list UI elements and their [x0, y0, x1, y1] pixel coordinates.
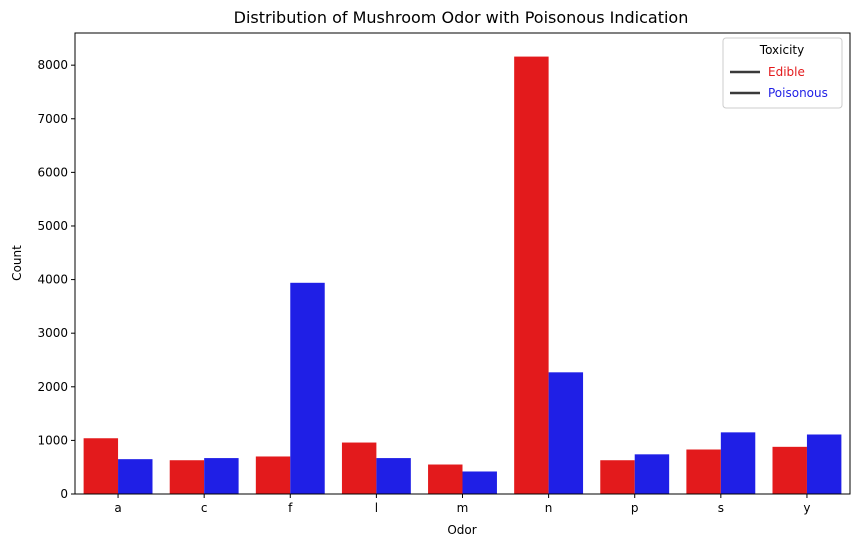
y-tick-label: 4000 [37, 273, 68, 287]
bar-edible-y [772, 446, 807, 494]
bar-poisonous-f [290, 282, 325, 494]
bar-poisonous-p [634, 454, 670, 494]
x-tick-label: y [803, 501, 810, 515]
bar-edible-c [169, 460, 205, 494]
bar-poisonous-c [204, 458, 239, 494]
bar-poisonous-n [548, 372, 584, 494]
y-axis-label: Count [10, 245, 24, 281]
bar-poisonous-s [720, 432, 756, 494]
y-tick-label: 8000 [37, 58, 68, 72]
bar-edible-f [255, 456, 291, 494]
bar-poisonous-y [806, 434, 842, 494]
legend-title: Toxicity [759, 43, 804, 57]
bar-poisonous-m [462, 471, 497, 494]
bar-edible-l [341, 442, 377, 494]
x-tick-label: f [288, 501, 293, 515]
x-tick-label: s [718, 501, 724, 515]
legend-label-poisonous: Poisonous [768, 86, 828, 100]
y-axis: 0 1000 2000 3000 4000 5000 6000 7000 8000 [37, 58, 75, 501]
bar-edible-p [600, 460, 635, 494]
x-tick-label: c [201, 501, 208, 515]
x-axis-label: Odor [447, 523, 476, 537]
chart-title: Distribution of Mushroom Odor with Poiso… [234, 8, 689, 27]
bar-poisonous-a [118, 459, 153, 494]
bars-group [83, 56, 842, 494]
bar-poisonous-l [376, 458, 411, 494]
x-tick-label: l [375, 501, 378, 515]
legend-box [722, 37, 843, 109]
x-tick-label: a [114, 501, 121, 515]
y-tick-label: 1000 [37, 433, 68, 447]
x-tick-label: p [631, 501, 639, 515]
y-tick-label: 6000 [37, 165, 68, 179]
x-tick-label: m [457, 501, 469, 515]
y-tick-label: 0 [60, 487, 68, 501]
y-tick-label: 3000 [37, 326, 68, 340]
legend: Toxicity Edible Poisonous [722, 37, 843, 109]
bar-edible-a [83, 438, 119, 494]
x-tick-label: n [545, 501, 553, 515]
y-tick-label: 2000 [37, 380, 68, 394]
bar-edible-s [686, 449, 721, 494]
y-tick-label: 7000 [37, 112, 68, 126]
legend-label-edible: Edible [768, 65, 805, 79]
bar-edible-m [428, 464, 463, 494]
bar-edible-n [514, 56, 549, 494]
y-tick-label: 5000 [37, 219, 68, 233]
